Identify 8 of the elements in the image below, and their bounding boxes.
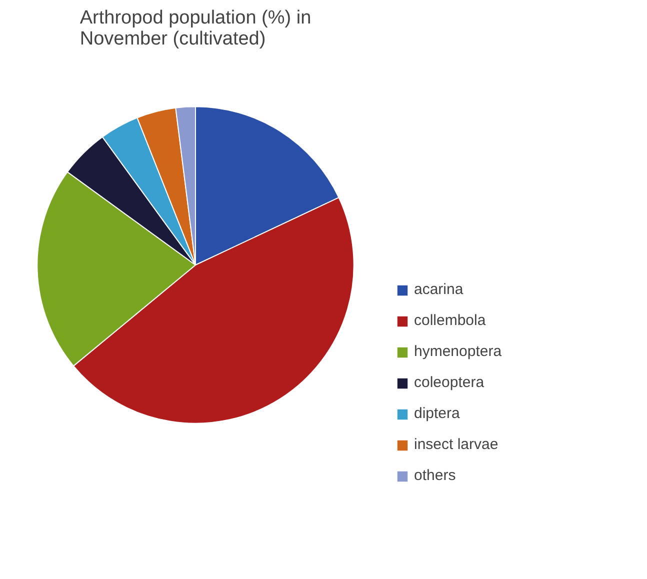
- legend-label: others: [414, 467, 456, 484]
- legend-label: collembola: [414, 312, 486, 329]
- legend-label: acarina: [414, 281, 464, 298]
- legend-label: insect larvae: [414, 436, 498, 453]
- chart-title: Arthropod population (%) in November (cultivated): [80, 8, 312, 50]
- legend-label: diptera: [414, 405, 460, 422]
- legend-label: hymenoptera: [414, 343, 502, 360]
- legend-label: coleoptera: [414, 374, 484, 391]
